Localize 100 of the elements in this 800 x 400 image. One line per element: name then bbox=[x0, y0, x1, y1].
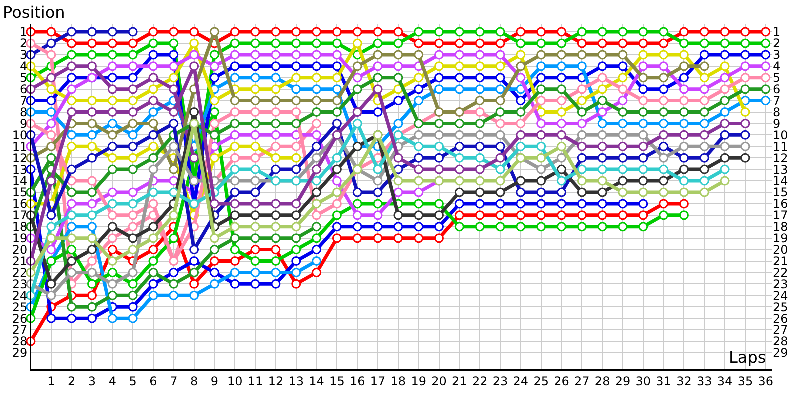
point bbox=[556, 199, 566, 209]
point bbox=[108, 314, 118, 324]
point bbox=[67, 188, 77, 198]
point bbox=[434, 164, 444, 174]
point bbox=[87, 153, 97, 163]
point bbox=[740, 62, 750, 72]
point bbox=[169, 164, 179, 174]
y2-tick-label: 26 bbox=[773, 312, 788, 326]
point bbox=[556, 108, 566, 118]
point bbox=[148, 108, 158, 118]
point bbox=[373, 188, 383, 198]
point bbox=[352, 118, 362, 128]
point bbox=[618, 84, 628, 94]
point bbox=[740, 142, 750, 152]
y-tick-label: 1 bbox=[20, 25, 28, 40]
point bbox=[250, 27, 260, 37]
point bbox=[638, 153, 648, 163]
point bbox=[454, 188, 464, 198]
point bbox=[577, 142, 587, 152]
point bbox=[271, 256, 281, 266]
point bbox=[312, 96, 322, 106]
point bbox=[516, 108, 526, 118]
point bbox=[271, 245, 281, 255]
point bbox=[496, 188, 506, 198]
point bbox=[87, 27, 97, 37]
point bbox=[414, 50, 424, 60]
x-tick-label: 32 bbox=[676, 374, 692, 388]
point bbox=[332, 50, 342, 60]
point bbox=[148, 279, 158, 289]
y-tick-label: 9 bbox=[20, 116, 28, 131]
point bbox=[250, 279, 260, 289]
point bbox=[373, 164, 383, 174]
point bbox=[373, 234, 383, 244]
point bbox=[475, 130, 485, 140]
x-tick-label: 1 bbox=[48, 374, 56, 388]
point bbox=[659, 188, 669, 198]
point bbox=[230, 108, 240, 118]
point bbox=[434, 234, 444, 244]
point bbox=[556, 176, 566, 186]
point bbox=[148, 50, 158, 60]
x-tick-label: 7 bbox=[170, 374, 178, 388]
point bbox=[394, 38, 404, 48]
point bbox=[516, 27, 526, 37]
point bbox=[230, 153, 240, 163]
point bbox=[148, 96, 158, 106]
point bbox=[332, 234, 342, 244]
point bbox=[148, 188, 158, 198]
point bbox=[659, 84, 669, 94]
point bbox=[108, 153, 118, 163]
y-tick-label: 15 bbox=[12, 186, 28, 200]
point bbox=[292, 199, 302, 209]
point bbox=[108, 164, 118, 174]
point bbox=[210, 27, 220, 37]
point bbox=[46, 279, 56, 289]
point bbox=[128, 96, 138, 106]
point bbox=[720, 164, 730, 174]
point bbox=[271, 222, 281, 232]
point bbox=[250, 153, 260, 163]
point bbox=[271, 27, 281, 37]
point bbox=[312, 210, 322, 220]
point bbox=[169, 118, 179, 128]
x-tick-label: 4 bbox=[108, 374, 116, 388]
point bbox=[108, 62, 118, 72]
point bbox=[210, 62, 220, 72]
point bbox=[108, 268, 118, 278]
point bbox=[250, 222, 260, 232]
point bbox=[618, 153, 628, 163]
x-tick-label: 5 bbox=[129, 374, 137, 388]
point bbox=[210, 245, 220, 255]
point bbox=[638, 130, 648, 140]
point bbox=[128, 108, 138, 118]
point bbox=[46, 245, 56, 255]
point bbox=[210, 256, 220, 266]
point bbox=[577, 62, 587, 72]
point bbox=[659, 130, 669, 140]
point bbox=[250, 245, 260, 255]
point bbox=[516, 199, 526, 209]
point bbox=[128, 245, 138, 255]
point bbox=[46, 234, 56, 244]
point bbox=[312, 50, 322, 60]
point bbox=[516, 118, 526, 128]
point bbox=[598, 222, 608, 232]
point bbox=[638, 27, 648, 37]
point bbox=[475, 164, 485, 174]
point bbox=[454, 118, 464, 128]
point bbox=[618, 73, 628, 83]
x-tick-label: 26 bbox=[554, 374, 570, 388]
point bbox=[352, 234, 362, 244]
y-axis-title: Position bbox=[3, 3, 66, 22]
point bbox=[373, 222, 383, 232]
point bbox=[475, 199, 485, 209]
point bbox=[332, 222, 342, 232]
point bbox=[740, 118, 750, 128]
point bbox=[414, 153, 424, 163]
y-tick-label: 21 bbox=[12, 254, 28, 268]
point bbox=[454, 27, 464, 37]
point bbox=[659, 27, 669, 37]
y-tick-label: 17 bbox=[12, 208, 28, 223]
point bbox=[46, 118, 56, 128]
point bbox=[148, 27, 158, 37]
